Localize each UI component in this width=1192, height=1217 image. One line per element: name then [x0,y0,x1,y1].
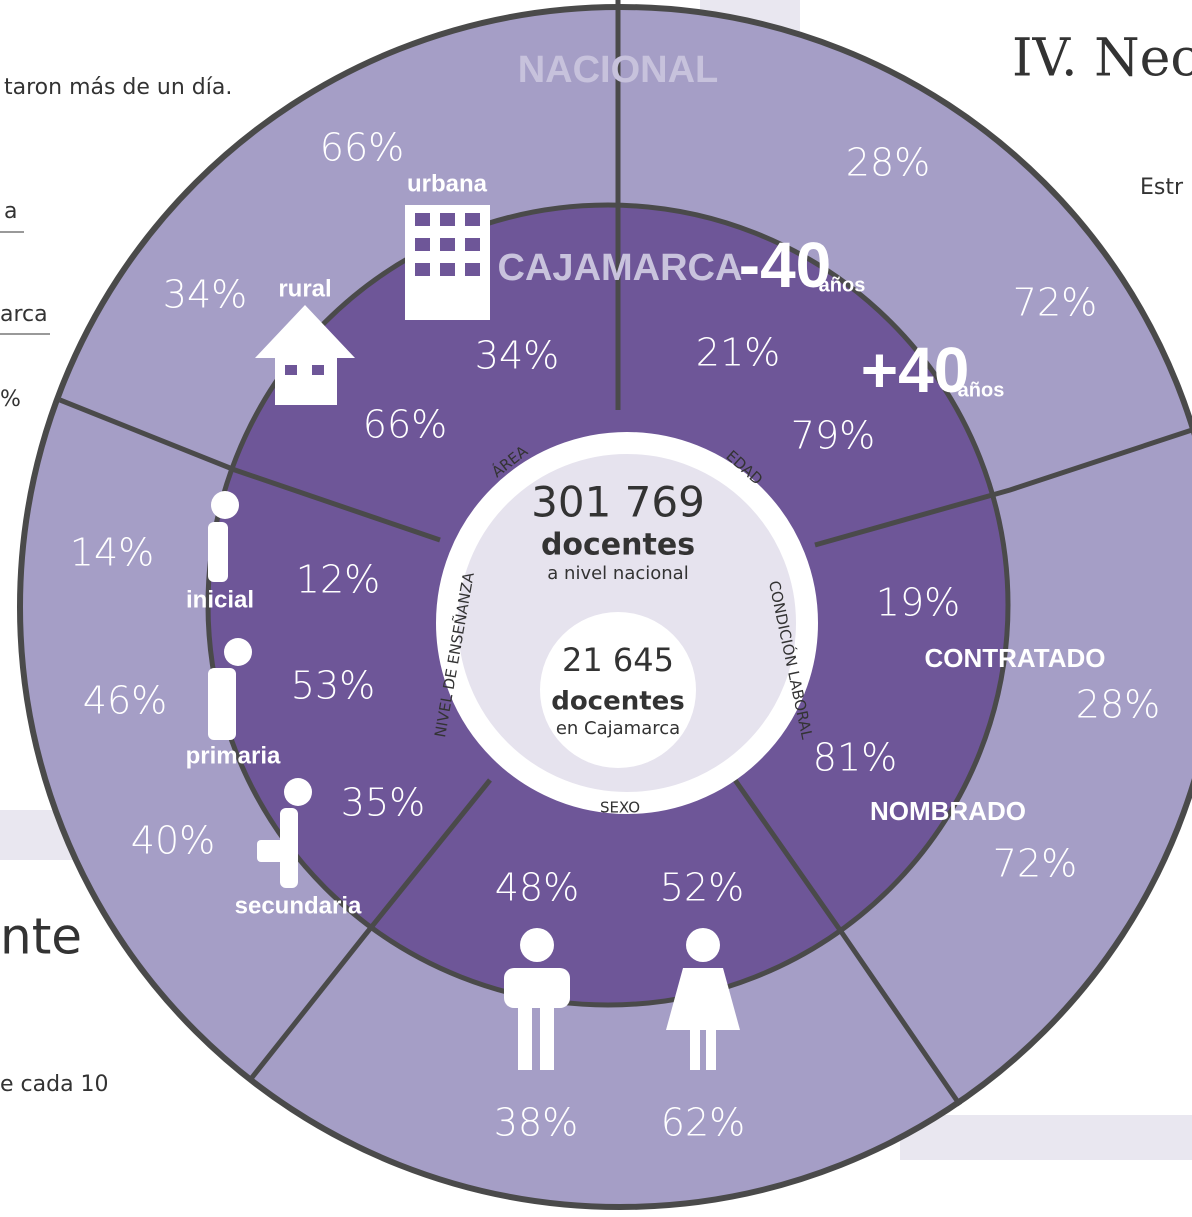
bg-text: e cada 10 [0,1072,109,1097]
windows [415,213,480,276]
percentage: 48% [495,866,579,910]
age-unit: años [819,274,866,296]
level-label: primaria [186,742,281,769]
age-label: +40 [861,334,970,406]
percentage: 62% [661,1101,745,1145]
percentage: 66% [363,403,447,447]
divider [814,427,1192,548]
percentage: 28% [1076,683,1160,727]
national-value: 301 769 [531,478,705,527]
house-icon [255,305,355,405]
bg-heading: IV. Nec [1012,29,1192,89]
divider [59,397,441,543]
percentage: 34% [163,273,247,317]
percentage: 19% [876,581,960,625]
inner-disc [540,612,696,768]
percentage: 12% [296,558,380,602]
bg-text: arca [0,302,48,327]
percentage: 72% [1013,281,1097,325]
percentage: 34% [475,334,559,378]
window [285,365,297,375]
percentage: 79% [791,414,875,458]
band [900,1115,1192,1160]
age-unit: años [958,379,1005,401]
regional-caption: en Cajamarca [556,718,680,739]
age-label: -40 [739,229,832,301]
percentage: 38% [494,1101,578,1145]
person-icons [208,491,740,1070]
level-label: inicial [186,586,254,613]
area-label: urbana [407,170,488,197]
percentage: 53% [291,664,375,708]
percentage: 21% [696,331,780,375]
bg-text: taron más de un día. [4,75,232,100]
window [312,365,324,375]
percentage: 52% [660,866,744,910]
inner-label: CAJAMARCA [498,247,743,289]
national-unit: docentes [541,528,695,563]
dimension-label: SEXO [600,799,640,817]
percentage: 14% [70,531,154,575]
bg-text: Estr [1140,175,1184,200]
percentage: 72% [993,842,1077,886]
regional-value: 21 645 [562,641,674,679]
divider [732,778,963,1107]
outer-label: NACIONAL [518,49,719,91]
percentage: 81% [813,736,897,780]
percentage: 28% [846,141,930,185]
percentage: 35% [341,781,425,825]
condition-label: CONTRATADO [924,643,1105,673]
bg-text: nte [0,908,82,966]
percentage: 66% [320,126,404,170]
condition-label: NOMBRADO [870,796,1026,826]
area-label: rural [278,275,331,302]
divider [248,778,492,1082]
bg-text: a [4,199,17,224]
percentage: 40% [131,819,215,863]
percentage: 46% [83,679,167,723]
national-caption: a nivel nacional [547,563,688,584]
bg-text: % [0,387,21,412]
level-label: secundaria [235,892,362,919]
regional-unit: docentes [551,687,685,717]
